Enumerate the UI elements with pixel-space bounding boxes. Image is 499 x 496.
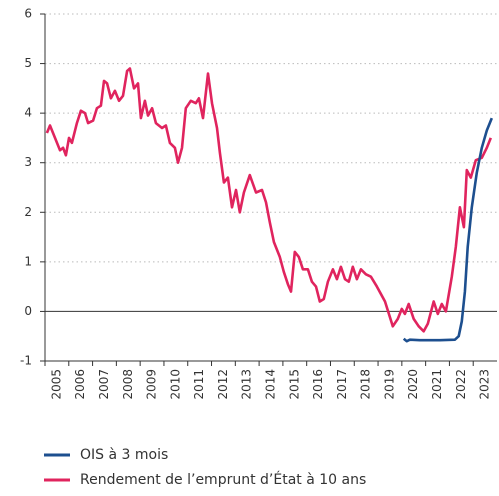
y-tick-label: 3	[24, 155, 32, 169]
series-line	[402, 117, 494, 343]
x-tick-label: 2010	[168, 369, 182, 400]
legend-label: OIS à 3 mois	[80, 447, 168, 463]
x-tick-label: 2022	[454, 369, 468, 400]
x-tick-label: 2012	[216, 369, 230, 400]
x-tick-label: 2019	[382, 369, 396, 400]
legend-label: Rendement de l’emprunt d’État à 10 ans	[80, 471, 366, 488]
y-tick-label: 0	[24, 304, 32, 318]
series-line	[45, 67, 493, 333]
y-tick-label: 2	[24, 205, 32, 219]
y-tick-label: 1	[24, 254, 32, 268]
x-tick-label: 2023	[478, 369, 492, 400]
x-tick-label: 2017	[335, 369, 349, 400]
x-tick-label: 2021	[430, 369, 444, 400]
x-tick-label: 2008	[121, 369, 135, 400]
x-tick-label: 2020	[406, 369, 420, 400]
y-tick-label: 5	[24, 56, 32, 70]
x-tick-label: 2014	[264, 369, 278, 400]
x-tick-label: 2006	[73, 369, 87, 400]
y-tick-label: 6	[24, 7, 32, 21]
x-tick-label: 2007	[97, 369, 111, 400]
x-tick-label: 2015	[287, 369, 301, 400]
x-tick-label: 2018	[359, 369, 373, 400]
y-tick-label: -1	[20, 354, 32, 368]
y-tick-label: 4	[24, 106, 32, 120]
x-tick-label: 2013	[240, 369, 254, 400]
x-tick-label: 2009	[145, 369, 159, 400]
x-tick-label: 2011	[192, 369, 206, 400]
x-tick-label: 2005	[49, 369, 63, 400]
x-tick-label: 2016	[311, 369, 325, 400]
